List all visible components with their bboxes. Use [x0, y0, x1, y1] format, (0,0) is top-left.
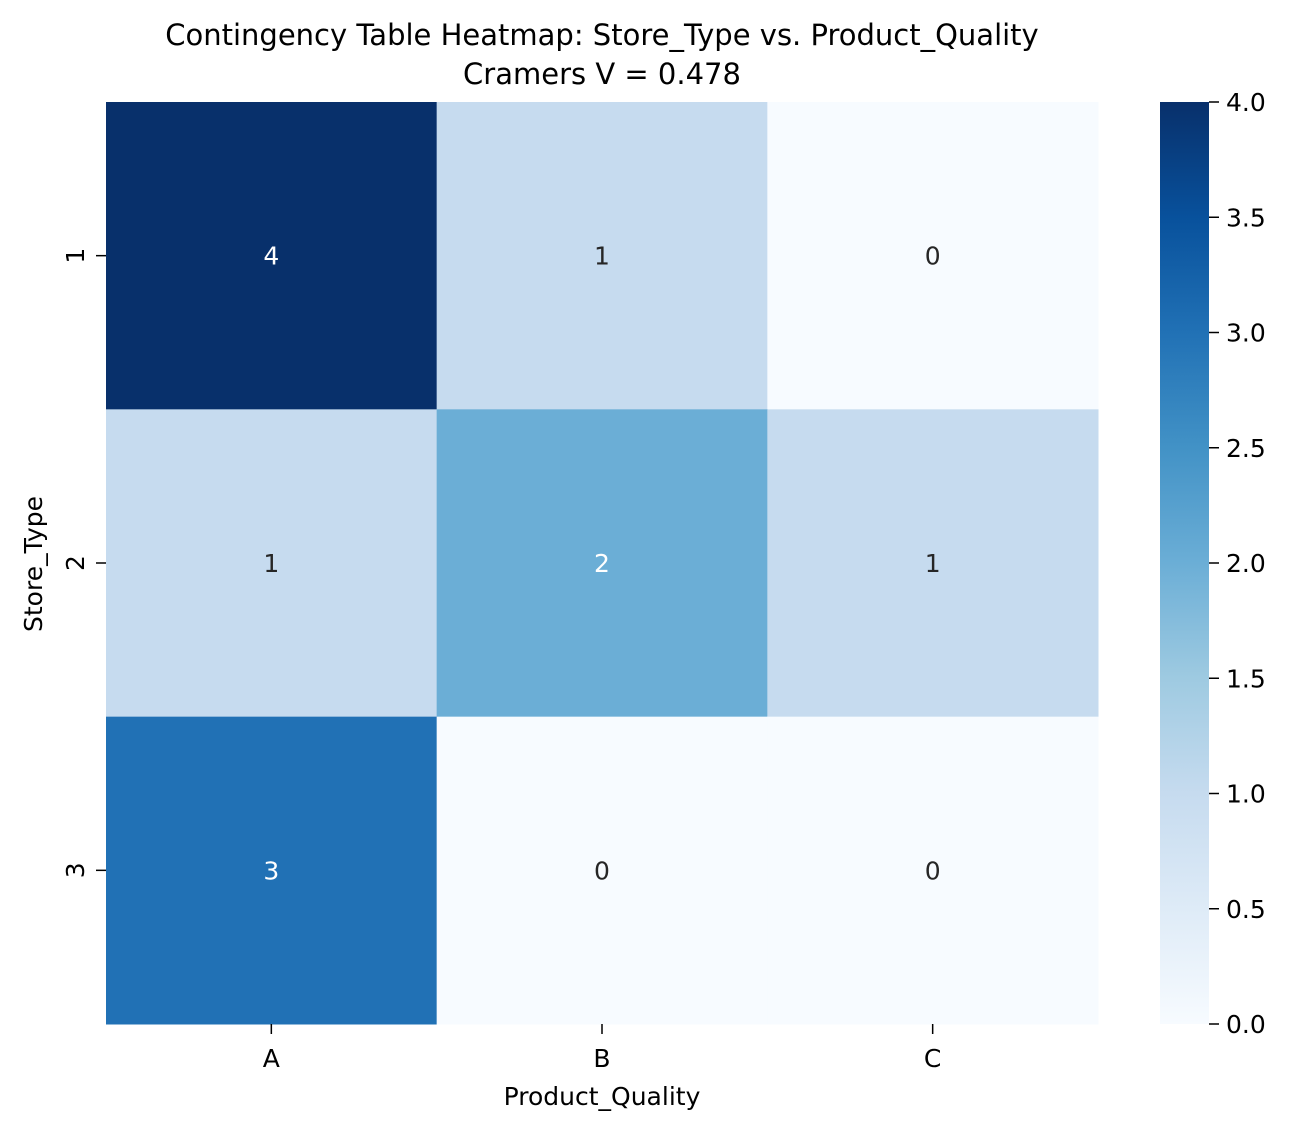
chart-title: Contingency Table Heatmap: Store_Type vs… — [165, 18, 1038, 52]
cell-value-label: 3 — [263, 856, 279, 885]
chart-subtitle: Cramers V = 0.478 — [463, 57, 741, 91]
heatmap-cell-r1-cC — [767, 102, 1099, 410]
heatmap-cell-r2-cB — [436, 409, 768, 718]
colorbar-tick-label: 2.5 — [1226, 434, 1266, 463]
cell-value-label: 4 — [263, 242, 279, 271]
colorbar-tick-label: 0.0 — [1226, 1010, 1266, 1039]
y-axis-label: Store_Type — [19, 496, 48, 632]
y-axis: 1 2 3 — [61, 248, 106, 878]
cell-value-label: 0 — [594, 856, 610, 885]
colorbar-ticks: 0.0 0.5 1.0 1.5 2.0 2.5 3.0 3.5 4.0 — [1209, 88, 1266, 1039]
x-tick-label: A — [263, 1044, 280, 1073]
heatmap-cell-r1-cB — [436, 102, 768, 410]
heatmap-cell-r3-cB — [436, 716, 768, 1025]
heatmap-cells — [106, 102, 1099, 1025]
cell-value-label: 1 — [263, 549, 279, 578]
cell-value-label: 2 — [594, 549, 610, 578]
y-tick-label: 3 — [61, 862, 90, 878]
cell-labels: 4 1 0 1 2 1 3 0 0 — [263, 242, 940, 886]
colorbar-tick-label: 0.5 — [1226, 895, 1266, 924]
heatmap-cell-r3-cA — [106, 716, 438, 1025]
heatmap-cell-r1-cA — [106, 102, 438, 410]
y-tick-label: 2 — [61, 555, 90, 571]
colorbar — [1160, 102, 1209, 1024]
heatmap-cell-r3-cC — [767, 716, 1099, 1025]
x-tick-label: C — [924, 1044, 941, 1073]
colorbar-tick-label: 1.5 — [1226, 664, 1266, 693]
colorbar-tick-label: 3.0 — [1226, 319, 1266, 348]
cell-value-label: 1 — [925, 549, 941, 578]
cell-value-label: 0 — [925, 242, 941, 271]
colorbar-tick-label: 3.5 — [1226, 203, 1266, 232]
colorbar-tick-label: 2.0 — [1226, 549, 1266, 578]
cell-value-label: 0 — [925, 856, 941, 885]
x-axis: A B C — [263, 1024, 941, 1073]
colorbar-tick-label: 1.0 — [1226, 780, 1266, 809]
heatmap-cell-r2-cC — [767, 409, 1099, 718]
x-axis-label: Product_Quality — [504, 1082, 701, 1111]
heatmap-cell-r2-cA — [106, 409, 438, 718]
cell-value-label: 1 — [594, 242, 610, 271]
colorbar-tick-label: 4.0 — [1226, 88, 1266, 117]
x-tick-label: B — [593, 1044, 610, 1073]
y-tick-label: 1 — [61, 248, 90, 264]
